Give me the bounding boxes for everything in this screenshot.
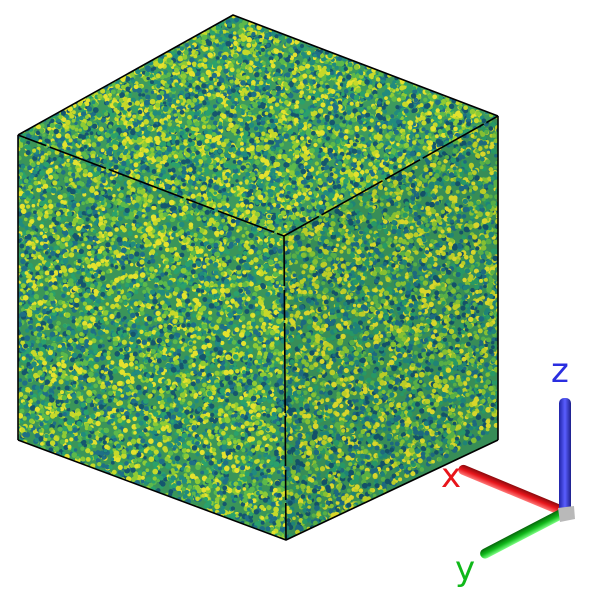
- box-edge-top-left: [17, 134, 285, 237]
- x-axis-arrow: [458, 464, 566, 516]
- box-edge-top-right: [283, 115, 499, 237]
- box-edge-back: [17, 14, 499, 136]
- box-edge-bottom: [17, 439, 499, 541]
- axis-origin-cube: [558, 506, 575, 522]
- y-axis-label: y: [455, 549, 475, 589]
- particles-right-face: [284, 116, 498, 540]
- y-axis-arrow: [480, 509, 566, 559]
- simulation-box-outline: [17, 14, 499, 541]
- particle-cube: [18, 15, 498, 540]
- z-axis-arrow: [559, 398, 571, 512]
- particles-left-face: [18, 135, 286, 540]
- box-edge-front-vertical: [283, 235, 287, 541]
- z-axis-label: z: [551, 351, 569, 391]
- axis-triad: x y z: [441, 351, 575, 589]
- x-axis-label: x: [441, 456, 461, 496]
